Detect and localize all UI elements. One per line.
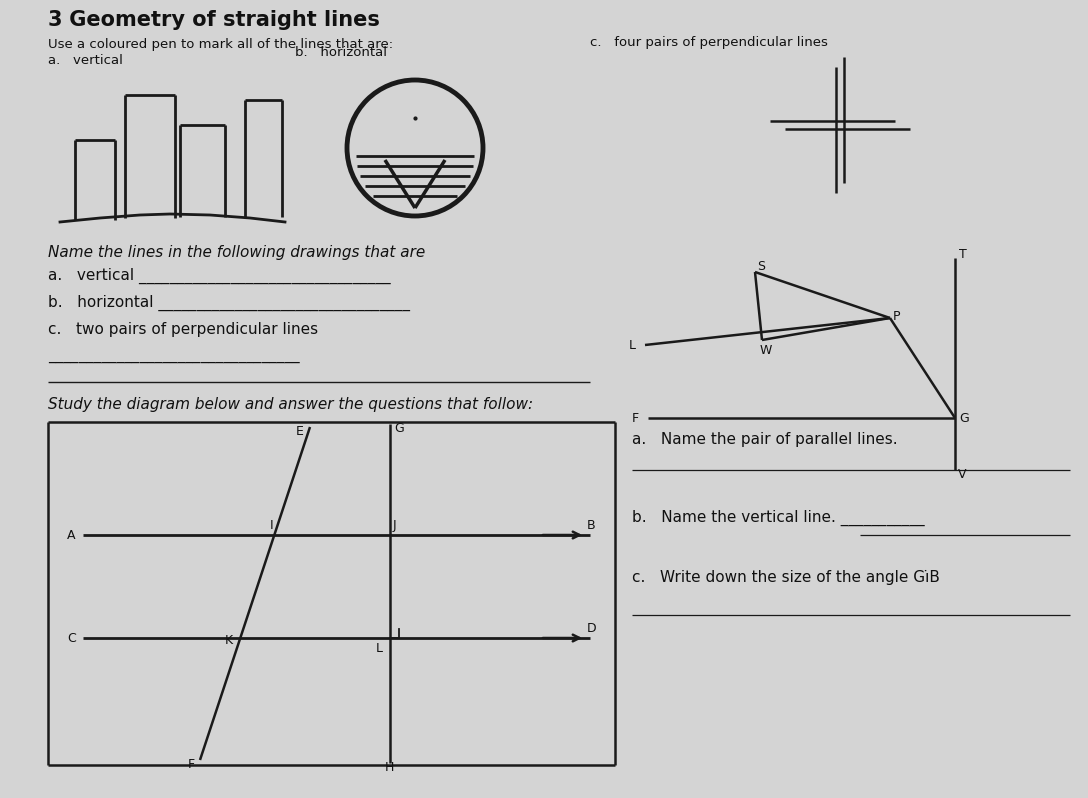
Text: E: E [296, 425, 304, 438]
Text: Name the lines in the following drawings that are: Name the lines in the following drawings… [48, 245, 425, 260]
Text: c.   four pairs of perpendicular lines: c. four pairs of perpendicular lines [590, 36, 828, 49]
Text: B: B [588, 519, 595, 532]
Text: _________________________________: _________________________________ [48, 348, 299, 363]
Text: c.   Write down the size of the angle Gı̇B: c. Write down the size of the angle Gı̇B [632, 570, 940, 585]
Text: G: G [959, 412, 968, 425]
Text: a.   vertical _________________________________: a. vertical ____________________________… [48, 268, 391, 284]
Text: K: K [224, 634, 233, 647]
Text: F: F [632, 412, 639, 425]
Text: Use a coloured pen to mark all of the lines that are:: Use a coloured pen to mark all of the li… [48, 38, 393, 51]
Text: L: L [376, 642, 383, 655]
Text: L: L [629, 339, 636, 352]
Text: S: S [757, 260, 765, 273]
Text: b.   horizontal: b. horizontal [295, 46, 387, 59]
Text: P: P [893, 310, 901, 323]
Text: c.   two pairs of perpendicular lines: c. two pairs of perpendicular lines [48, 322, 318, 337]
Text: 3: 3 [48, 10, 62, 30]
Text: b.   Name the vertical line. ___________: b. Name the vertical line. ___________ [632, 510, 925, 526]
Text: J: J [393, 519, 397, 532]
Text: a.   Name the pair of parallel lines.: a. Name the pair of parallel lines. [632, 432, 898, 447]
Text: C: C [67, 632, 76, 645]
Text: A: A [67, 529, 75, 542]
Text: G: G [394, 422, 404, 435]
Text: W: W [761, 344, 772, 357]
Text: I: I [270, 519, 273, 532]
Text: Study the diagram below and answer the questions that follow:: Study the diagram below and answer the q… [48, 397, 533, 412]
Text: D: D [588, 622, 596, 635]
Text: V: V [959, 468, 966, 481]
Text: Geometry of straight lines: Geometry of straight lines [62, 10, 380, 30]
Text: H: H [385, 761, 394, 774]
Text: T: T [959, 248, 967, 261]
Text: F: F [188, 758, 195, 771]
Text: a.   vertical: a. vertical [48, 54, 123, 67]
Text: b.   horizontal _________________________________: b. horizontal __________________________… [48, 295, 410, 311]
